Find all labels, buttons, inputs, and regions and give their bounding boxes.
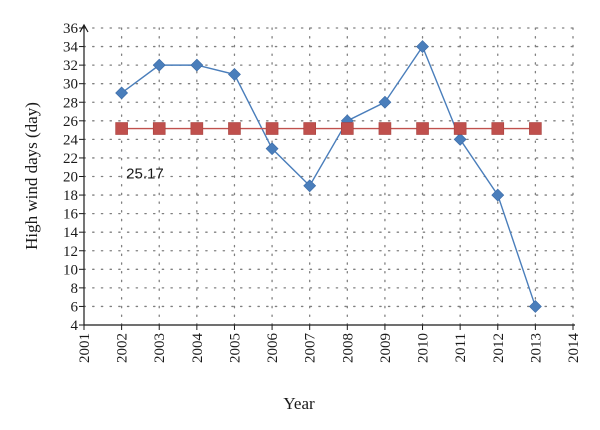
y-tick-label: 32 (63, 58, 78, 74)
series-layer (115, 40, 542, 313)
x-tick-label: 2012 (491, 333, 507, 363)
diamond-marker (190, 58, 204, 72)
x-tick-label: 2007 (303, 333, 319, 364)
square-marker (152, 122, 166, 135)
x-tick-label: 2006 (265, 333, 281, 364)
y-tick-label: 34 (63, 40, 79, 56)
square-marker (228, 122, 241, 135)
diamond-marker (152, 58, 166, 72)
y-axis-title: High wind days (day) (22, 102, 41, 250)
diamond-marker (378, 95, 392, 109)
annotations: 25.17 (126, 166, 164, 183)
x-tick-label: 2009 (378, 333, 394, 363)
square-marker (378, 122, 392, 135)
y-tick-label: 18 (63, 188, 78, 204)
y-tick-label: 26 (63, 114, 79, 130)
square-marker (115, 122, 128, 135)
square-marker (491, 122, 505, 135)
y-tick-label: 12 (63, 244, 78, 260)
x-tick-label: 2008 (340, 333, 356, 363)
x-axis-ticks: 2001 2002 2003 2004 2005 2006 2007 2008 2009 2010… (77, 325, 582, 363)
y-tick-label: 30 (63, 77, 78, 93)
gridlines (83, 27, 574, 326)
x-tick-label: 2004 (190, 333, 206, 364)
y-tick-label: 24 (63, 132, 79, 148)
square-marker (529, 122, 542, 135)
square-marker (303, 122, 316, 135)
x-axis-title: Year (283, 394, 315, 413)
diamond-marker (265, 142, 279, 156)
diamond-marker (528, 300, 542, 313)
square-marker (341, 122, 354, 135)
y-tick-label: 16 (63, 207, 79, 223)
square-marker (453, 122, 467, 135)
y-axis-arrow (79, 23, 89, 33)
x-tick-label: 2011 (453, 333, 469, 362)
y-axis-ticks: 4 6 8 10 12 14 16 18 20 22 24 26 28 30 32 34 36 (63, 21, 84, 334)
diamond-marker (228, 67, 241, 81)
x-tick-label: 2010 (416, 333, 432, 363)
diamond-marker (115, 86, 129, 100)
diamond-marker (453, 132, 467, 146)
y-tick-label: 36 (63, 21, 79, 37)
y-tick-label: 8 (71, 281, 79, 297)
y-tick-label: 6 (71, 299, 79, 315)
x-tick-label: 2003 (152, 333, 168, 363)
mean-value-label: 25.17 (126, 166, 164, 183)
y-tick-label: 4 (71, 318, 79, 334)
y-tick-label: 22 (63, 151, 78, 167)
square-marker (416, 122, 429, 135)
x-tick-label: 2001 (77, 333, 93, 363)
x-tick-label: 2002 (115, 333, 131, 363)
y-tick-label: 28 (63, 95, 78, 111)
y-tick-label: 14 (63, 225, 79, 241)
y-tick-label: 20 (63, 170, 78, 186)
axes (79, 23, 575, 326)
diamond-marker (491, 188, 505, 202)
diamond-marker (416, 40, 429, 53)
y-tick-label: 10 (63, 262, 78, 278)
square-marker (265, 122, 279, 135)
x-tick-label: 2014 (566, 333, 582, 364)
x-tick-label: 2013 (528, 333, 544, 363)
square-marker (190, 122, 204, 135)
x-tick-label: 2005 (227, 333, 243, 363)
diamond-marker (303, 179, 317, 193)
